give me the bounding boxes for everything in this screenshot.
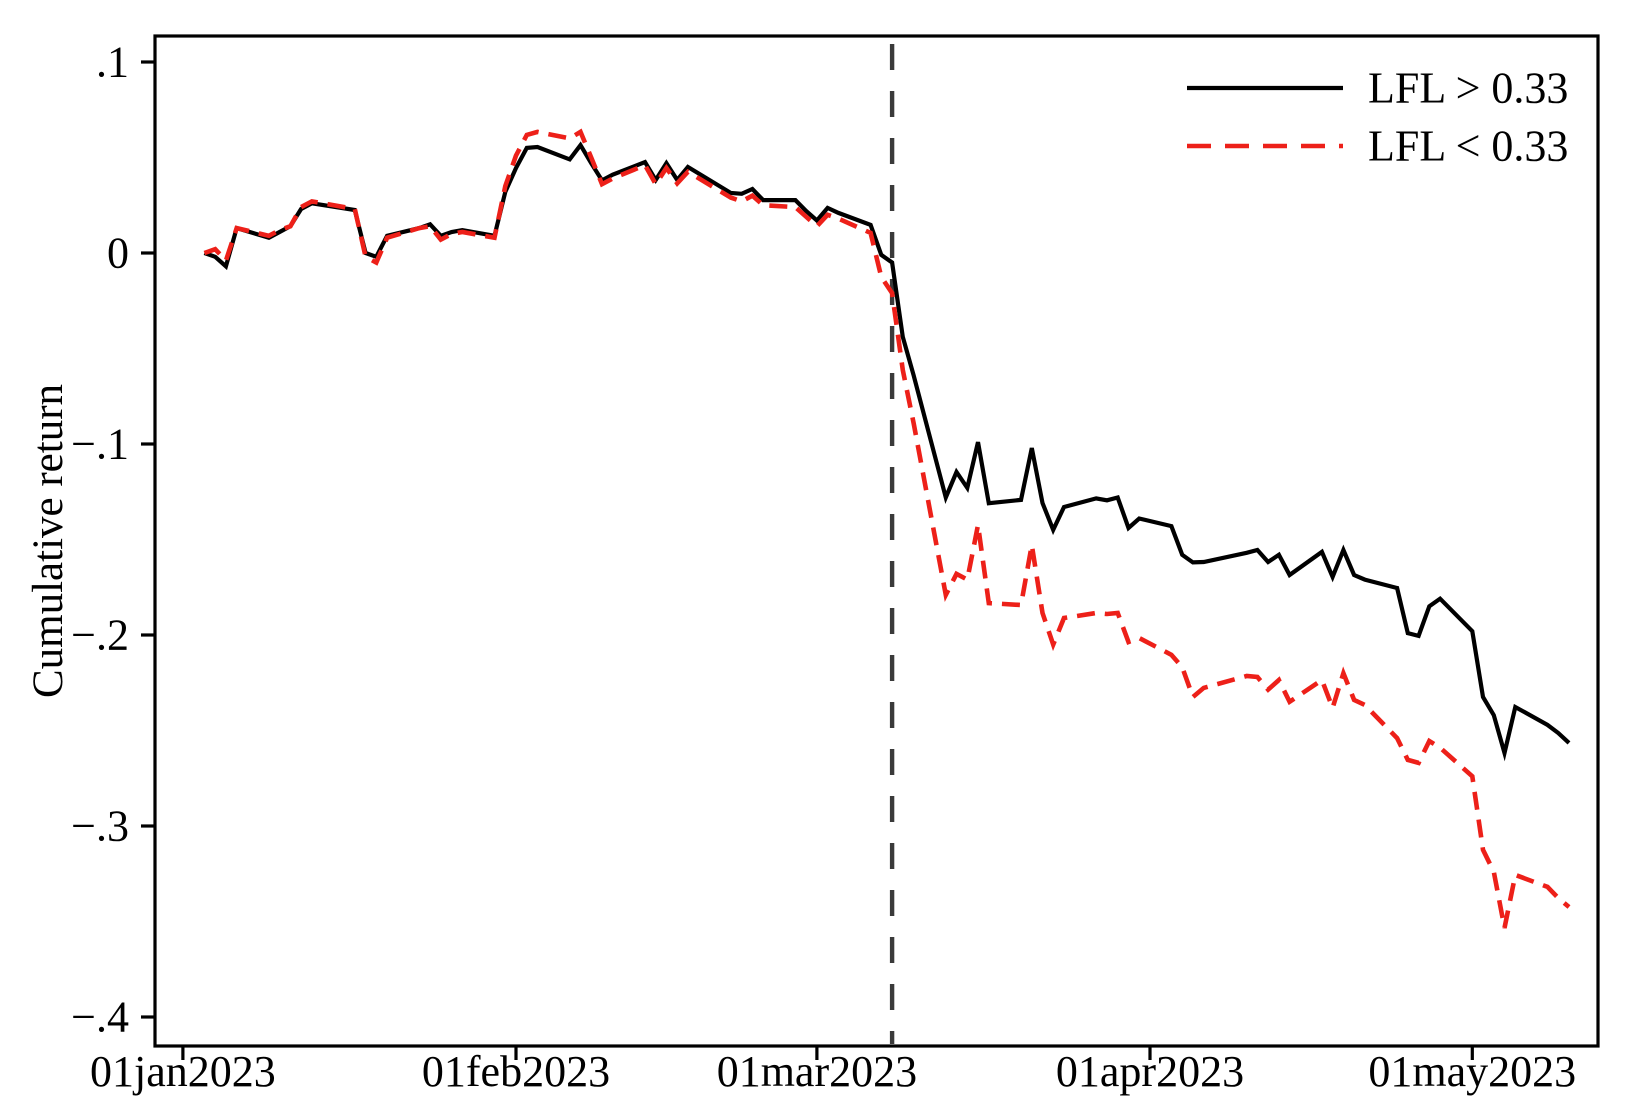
- x-tick-label: 01jan2023: [90, 1047, 276, 1096]
- series-line-1: [203, 128, 1571, 929]
- y-tick-label: −.1: [71, 420, 129, 469]
- y-tick-label: 0: [107, 229, 129, 278]
- y-tick-label: −.3: [71, 802, 129, 851]
- plot-frame: [153, 34, 1600, 1048]
- legend-label-lfl-below: LFL < 0.33: [1368, 122, 1568, 171]
- x-tick-label: 01apr2023: [1056, 1047, 1244, 1096]
- x-tick-label: 01may2023: [1368, 1047, 1576, 1096]
- y-tick-label: .1: [96, 38, 129, 87]
- x-tick-label: 01feb2023: [422, 1047, 610, 1096]
- legend-label-lfl-above: LFL > 0.33: [1368, 64, 1568, 113]
- plot-area: .1 0 −.1 −.2 −.3 −.4 01jan2023 01feb2023 01mar20…: [71, 34, 1600, 1096]
- y-tick-label: −.2: [71, 611, 129, 660]
- y-tick-label: −.4: [71, 993, 129, 1042]
- y-axis-title: Cumulative return: [25, 384, 72, 698]
- x-tick-label: 01mar2023: [717, 1047, 917, 1096]
- series-line-0: [203, 141, 1571, 762]
- legend: LFL > 0.33 LFL < 0.33: [1187, 64, 1568, 171]
